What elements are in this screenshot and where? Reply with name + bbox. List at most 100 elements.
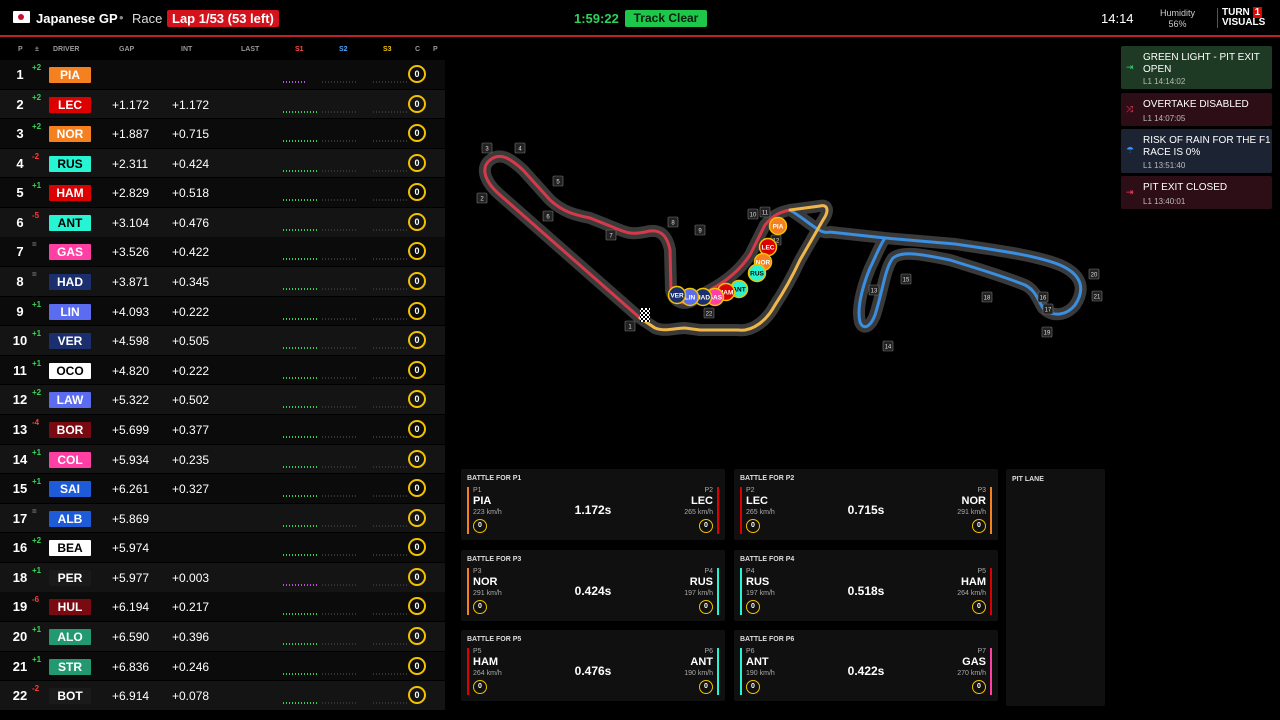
driver-row[interactable]: 3 +2 NOR +1.887 +0.715 0 bbox=[0, 119, 445, 148]
car-marker[interactable]: RUS bbox=[747, 263, 767, 283]
driver-row[interactable]: 10 +1 VER +4.598 +0.505 0 bbox=[0, 326, 445, 355]
svg-text:20: 20 bbox=[1091, 273, 1098, 279]
chaser-tyre-icon: 0 bbox=[699, 680, 713, 694]
driver-row[interactable]: 2 +2 LEC +1.172 +1.172 0 bbox=[0, 89, 445, 119]
tyre-compound-icon: 0 bbox=[408, 508, 426, 527]
chaser-speed: 291 km/h bbox=[957, 509, 986, 516]
driver-row[interactable]: 12 +2 LAW +5.322 +0.502 0 bbox=[0, 385, 445, 415]
driver-code: BOR bbox=[49, 421, 91, 438]
position-change: -4 bbox=[32, 417, 40, 427]
svg-text:19: 19 bbox=[1044, 331, 1051, 337]
col-s2: S2 bbox=[339, 46, 348, 53]
race-control-message: ⇥ PIT EXIT CLOSED L1 13:40:01 bbox=[1121, 176, 1272, 209]
battle-card[interactable]: BATTLE FOR P2 P2 P3 LEC NOR 265 km/h 291 km/h 0… bbox=[734, 469, 998, 540]
interval: +0.003 bbox=[172, 570, 210, 585]
driver-row[interactable]: 17 = ALB +5.869 0 bbox=[0, 503, 445, 533]
driver-row[interactable]: 22 -2 BOT +6.914 +0.078 0 bbox=[0, 681, 445, 710]
gap-to-leader: +2.829 bbox=[112, 186, 150, 201]
driver-row[interactable]: 19 -6 HUL +6.194 +0.217 0 bbox=[0, 592, 445, 622]
sector1-minisectors bbox=[283, 317, 319, 320]
battle-card[interactable]: BATTLE FOR P1 P1 P2 PIA LEC 223 km/h 265 km/h 0… bbox=[461, 469, 725, 540]
svg-text:3: 3 bbox=[485, 147, 489, 153]
sector1-minisectors bbox=[283, 642, 319, 645]
tyre-compound-icon: 0 bbox=[408, 686, 426, 705]
sector2-minisectors bbox=[322, 495, 357, 498]
driver-row[interactable]: 9 +1 LIN +4.093 +0.222 0 bbox=[0, 296, 445, 326]
gap-to-leader: +6.194 bbox=[112, 600, 150, 615]
car-marker[interactable]: VER bbox=[667, 285, 687, 305]
tyre-compound-icon: 0 bbox=[408, 449, 426, 468]
leader-speed: 197 km/h bbox=[746, 589, 775, 597]
driver-row[interactable]: 5 +1 HAM +2.829 +0.518 0 bbox=[0, 178, 445, 207]
driver-code: PER bbox=[49, 569, 91, 586]
position: 14 bbox=[12, 451, 28, 467]
car-marker[interactable]: PIA bbox=[768, 216, 788, 236]
tyre-compound-icon: 0 bbox=[408, 124, 426, 143]
driver-row[interactable]: 14 +1 COL +5.934 +0.235 0 bbox=[0, 444, 445, 474]
car-marker[interactable]: LEC bbox=[758, 237, 778, 257]
driver-row[interactable]: 4 -2 RUS +2.311 +0.424 0 bbox=[0, 148, 445, 178]
position-change: = bbox=[32, 270, 37, 280]
position: 8 bbox=[16, 274, 24, 290]
turn-marker: 10 bbox=[747, 208, 759, 220]
driver-row[interactable]: 21 +1 STR +6.836 +0.246 0 bbox=[0, 651, 445, 681]
sector2-minisectors bbox=[322, 613, 357, 616]
battle-card[interactable]: BATTLE FOR P3 P3 P4 NOR RUS 291 km/h 197 km/h 0… bbox=[461, 549, 725, 621]
sector1-minisectors bbox=[283, 110, 319, 113]
leader-position: P1 bbox=[473, 487, 482, 494]
interval: +0.518 bbox=[172, 186, 210, 201]
chaser-speed: 197 km/h bbox=[684, 589, 713, 597]
leader-tyre-icon: 0 bbox=[473, 680, 487, 694]
driver-row[interactable]: 1 +2 PIA 0 bbox=[0, 60, 445, 89]
tyre-compound-icon: 0 bbox=[408, 479, 426, 498]
driver-row[interactable]: 18 +1 PER +5.977 +0.003 0 bbox=[0, 562, 445, 592]
sector1-minisectors bbox=[283, 672, 319, 675]
gap-to-leader: +5.974 bbox=[112, 541, 150, 556]
sector2-minisectors bbox=[322, 583, 357, 586]
driver-row[interactable]: 11 +1 OCO +4.820 +0.222 0 bbox=[0, 355, 445, 385]
pit-lane-panel: PIT LANE bbox=[1006, 469, 1105, 706]
driver-row[interactable]: 6 -5 ANT +3.104 +0.476 0 bbox=[0, 207, 445, 237]
interval: +1.172 bbox=[172, 97, 210, 112]
interval: +0.222 bbox=[172, 304, 210, 319]
col-change: ± bbox=[35, 46, 39, 53]
driver-code: HUL bbox=[49, 599, 91, 616]
position-change: +1 bbox=[32, 329, 42, 339]
interval: +0.396 bbox=[172, 629, 210, 644]
turn1-visuals-logo: TURN 1 VISUALS bbox=[1217, 7, 1265, 28]
driver-row[interactable]: 20 +1 ALO +6.590 +0.396 0 bbox=[0, 621, 445, 651]
position-change: -2 bbox=[32, 684, 40, 694]
driver-row[interactable]: 16 +2 BEA +5.974 0 bbox=[0, 533, 445, 562]
sector1-minisectors bbox=[283, 495, 319, 498]
gap-to-leader: +6.914 bbox=[112, 689, 150, 704]
chaser-tyre-icon: 0 bbox=[699, 599, 713, 614]
sector2-minisectors bbox=[322, 376, 357, 379]
driver-row[interactable]: 7 = GAS +3.526 +0.422 0 bbox=[0, 237, 445, 267]
battle-card[interactable]: BATTLE FOR P6 P6 P7 ANT GAS 190 km/h 270 km/h 0… bbox=[734, 630, 998, 701]
turn-marker: 17 bbox=[1042, 303, 1054, 315]
svg-text:11: 11 bbox=[762, 211, 769, 217]
turn-marker: 4 bbox=[514, 142, 526, 154]
svg-text:15: 15 bbox=[903, 278, 910, 284]
battle-card[interactable]: BATTLE FOR P4 P4 P5 RUS HAM 197 km/h 264 km/h 0… bbox=[734, 549, 998, 621]
sector3-path-casing bbox=[784, 204, 1087, 333]
driver-row[interactable]: 13 -4 BOR +5.699 +0.377 0 bbox=[0, 414, 445, 444]
turn-marker: 9 bbox=[694, 224, 706, 236]
sector3-minisectors bbox=[373, 376, 408, 379]
position: 19 bbox=[12, 599, 28, 615]
gap-to-leader: +3.104 bbox=[112, 215, 150, 230]
battle-title: BATTLE FOR P1 bbox=[467, 475, 522, 482]
driver-row[interactable]: 8 = HAD +3.871 +0.345 0 bbox=[0, 267, 445, 296]
position-change: +1 bbox=[32, 358, 42, 368]
sector3-minisectors bbox=[373, 317, 408, 320]
position-change: +1 bbox=[32, 477, 42, 487]
position: 13 bbox=[12, 421, 28, 437]
driver-row[interactable]: 15 +1 SAI +6.261 +0.327 0 bbox=[0, 474, 445, 503]
leader-position: P2 bbox=[746, 487, 755, 494]
chaser-driver: HAM bbox=[960, 575, 986, 588]
battle-card[interactable]: BATTLE FOR P5 P5 P6 HAM ANT 264 km/h 190 km/h 0… bbox=[461, 630, 725, 701]
session-clock: 1:59:22 bbox=[574, 11, 619, 26]
battle-gap: 0.518s bbox=[847, 583, 885, 598]
humidity-value: 56% bbox=[1168, 19, 1187, 29]
driver-code: NOR bbox=[49, 126, 91, 143]
